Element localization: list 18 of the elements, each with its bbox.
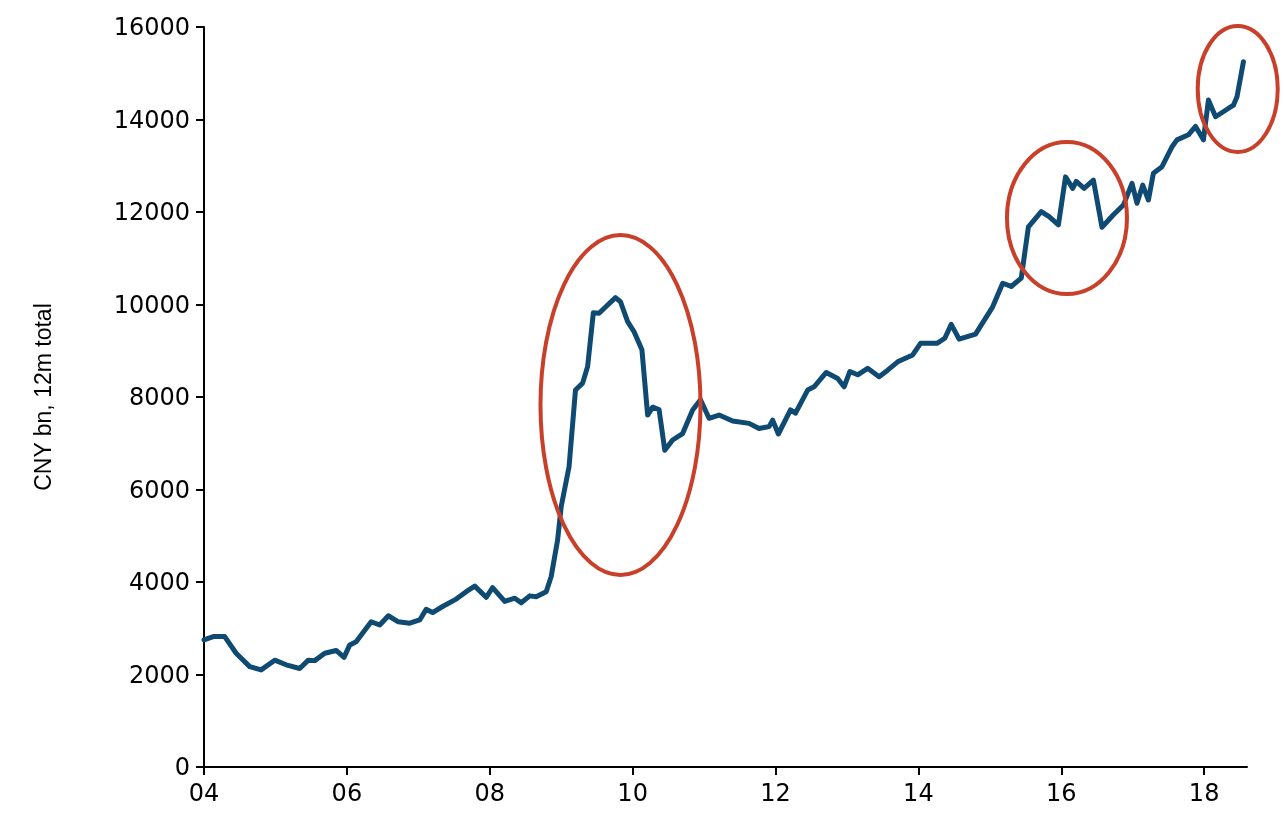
y-tick-label: 6000	[128, 475, 190, 504]
y-tick-label: 12000	[113, 198, 190, 226]
y-tick-label: 8000	[128, 383, 190, 411]
y-tick-label: 14000	[113, 105, 190, 134]
y-tick-label: 0	[174, 753, 190, 781]
x-tick-label: 18	[1188, 779, 1220, 807]
x-tick-label: 14	[903, 779, 934, 807]
x-tick-label: 12	[760, 779, 791, 807]
y-tick-label: 10000	[113, 290, 190, 319]
y-axis-title: CNY bn, 12m total	[29, 303, 56, 491]
y-tick-label: 16000	[113, 13, 190, 41]
x-tick-label: 06	[331, 779, 363, 807]
x-tick-label: 04	[188, 779, 220, 807]
y-tick-label: 2000	[128, 660, 190, 689]
x-tick-label: 10	[617, 779, 648, 807]
y-tick-label: 4000	[128, 568, 190, 596]
x-tick-label: 16	[1045, 779, 1077, 807]
x-tick-label: 08	[474, 779, 506, 807]
